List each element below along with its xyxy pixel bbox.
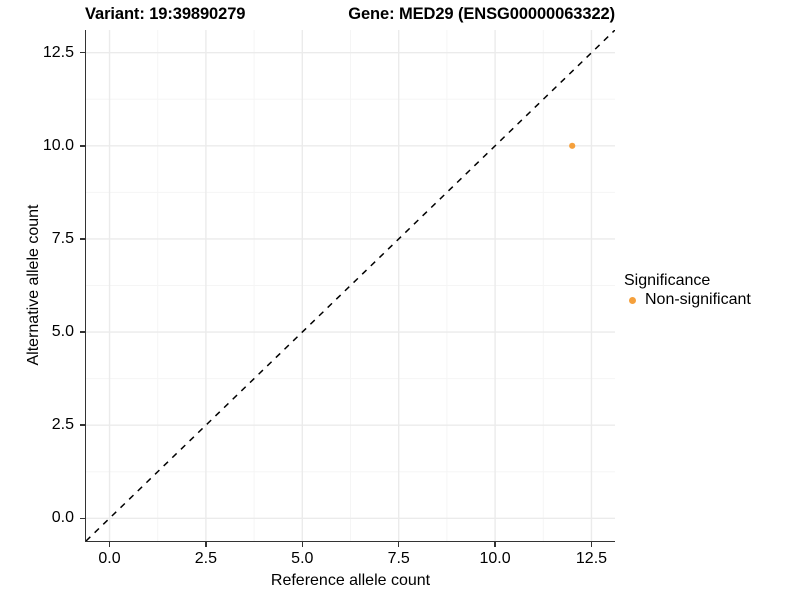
x-axis-tick: [590, 542, 593, 547]
x-axis-tick-label: 12.5: [575, 550, 608, 567]
legend-point-icon: [629, 296, 636, 304]
chart-title-row: Variant: 19:39890279 Gene: MED29 (ENSG00…: [85, 2, 615, 26]
x-axis-tick: [205, 542, 207, 547]
legend-entry-label: Non-significant: [645, 291, 751, 308]
x-axis-tick-label: 10.0: [479, 550, 511, 567]
identity-diagonal-line: [86, 30, 615, 541]
y-axis-tick-label: 2.5: [51, 416, 74, 434]
y-axis-tick: [80, 52, 85, 54]
y-axis-tick: [80, 238, 85, 240]
minor-gridlines: [86, 30, 615, 541]
legend-key-swatch: [624, 292, 641, 309]
legend-entry[interactable]: Non-significant: [624, 291, 751, 309]
y-axis-tick-label: 12.5: [42, 43, 74, 61]
y-axis-tick-label: 7.5: [51, 229, 74, 247]
legend-entry-list: Non-significant: [624, 291, 751, 309]
data-point: [569, 142, 576, 149]
y-axis-line: [85, 30, 87, 542]
y-axis-tick: [80, 424, 85, 426]
x-axis-tick: [108, 542, 111, 547]
y-axis-tick: [80, 331, 85, 333]
x-axis-tick: [301, 542, 303, 547]
y-axis-tick-label: 10.0: [42, 136, 74, 154]
variant-title: Variant: 19:39890279: [85, 4, 246, 23]
legend: Significance Non-significant: [624, 272, 751, 309]
x-axis-line: [85, 540, 615, 542]
x-axis-tick-label: 0.0: [98, 550, 121, 567]
legend-title: Significance: [624, 272, 711, 289]
gene-title: Gene: MED29 (ENSG00000063322): [348, 4, 615, 23]
x-axis-tick-label: 7.5: [387, 550, 410, 567]
y-axis-tick: [80, 517, 85, 519]
x-axis-tick: [397, 542, 400, 547]
x-axis-tick: [494, 542, 496, 547]
plot-panel-canvas: [86, 30, 615, 541]
major-gridlines: [86, 30, 615, 541]
y-axis-tick-label: 5.0: [51, 323, 74, 341]
plot-panel: [86, 30, 615, 541]
y-axis-title: Alternative allele count: [25, 204, 42, 366]
y-axis-tick-label: 0.0: [51, 509, 74, 527]
x-axis-title: Reference allele count: [270, 572, 431, 589]
y-axis-tick: [80, 145, 85, 147]
identity-line: [86, 30, 615, 541]
x-axis-tick-label: 2.5: [194, 550, 218, 567]
data-point-layer: [569, 142, 576, 149]
x-axis-tick-label: 5.0: [291, 550, 314, 567]
